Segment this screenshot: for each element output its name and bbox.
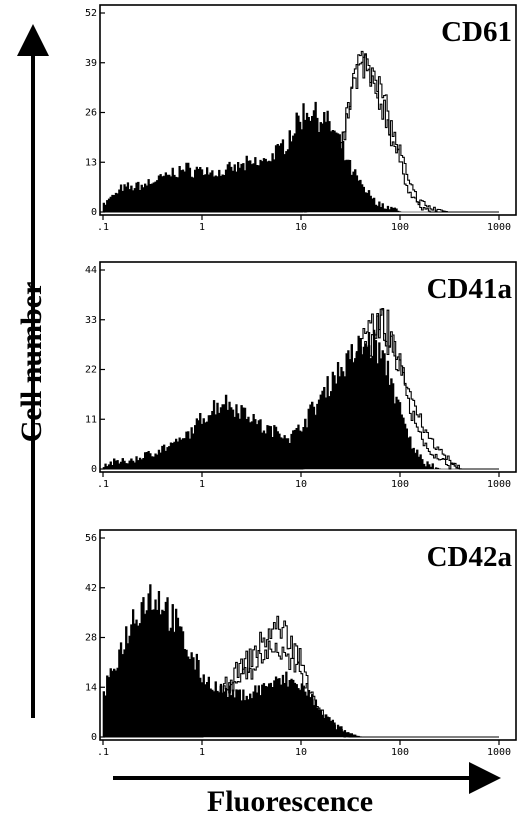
x-tick-label: .1 (97, 222, 109, 233)
y-tick-label: 0 (91, 732, 97, 743)
x-tick-label: .1 (97, 747, 109, 758)
y-tick-label: 44 (85, 265, 97, 276)
panel-cd61: .1 1 10 100 1000 0 13 26 39 52 CD61 (85, 4, 517, 233)
x-tick-label: 1000 (487, 479, 511, 490)
x-tick-label: 1 (199, 479, 205, 490)
x-tick-label: 1 (199, 222, 205, 233)
y-tick-label: 28 (85, 633, 97, 644)
y-tick-label: 22 (85, 365, 97, 376)
y-tick-label: 52 (85, 8, 97, 19)
x-tick-label: 1000 (487, 747, 511, 758)
x-axis-label: Fluorescence (206, 785, 374, 818)
panel-cd41a: .1 1 10 100 1000 0 11 22 33 44 CD41a (85, 261, 517, 490)
x-tick-label: .1 (97, 479, 109, 490)
y-tick-label: 39 (85, 58, 97, 69)
y-tick-label: 11 (85, 414, 97, 425)
y-tick-label: 0 (91, 464, 97, 475)
histogram-series-3 (103, 308, 499, 470)
x-tick-label: 100 (391, 479, 409, 490)
histogram-series-1 (102, 101, 499, 213)
y-tick-label: 33 (85, 315, 97, 326)
x-tick-label: 1000 (487, 222, 511, 233)
histogram-series-3 (103, 640, 499, 738)
y-axis-label: Cell number (15, 281, 48, 443)
x-tick-label: 10 (295, 222, 307, 233)
y-tick-label: 14 (85, 682, 97, 693)
y-tick-label: 13 (85, 157, 97, 168)
histogram-series-3 (103, 54, 499, 213)
y-tick-label: 0 (91, 207, 97, 218)
panel-title: CD41a (427, 273, 513, 305)
panel-title: CD61 (441, 16, 512, 48)
panel-title: CD42a (427, 541, 513, 573)
histogram-series-1 (102, 329, 499, 470)
y-tick-label: 26 (85, 108, 97, 119)
x-tick-label: 10 (295, 747, 307, 758)
x-tick-label: 100 (391, 222, 409, 233)
x-tick-label: 100 (391, 747, 409, 758)
panel-cd42a: .1 1 10 100 1000 0 14 28 42 56 CD42a (85, 529, 517, 758)
x-tick-label: 1 (199, 747, 205, 758)
y-tick-label: 42 (85, 583, 97, 594)
y-tick-label: 56 (85, 533, 97, 544)
x-tick-label: 10 (295, 479, 307, 490)
